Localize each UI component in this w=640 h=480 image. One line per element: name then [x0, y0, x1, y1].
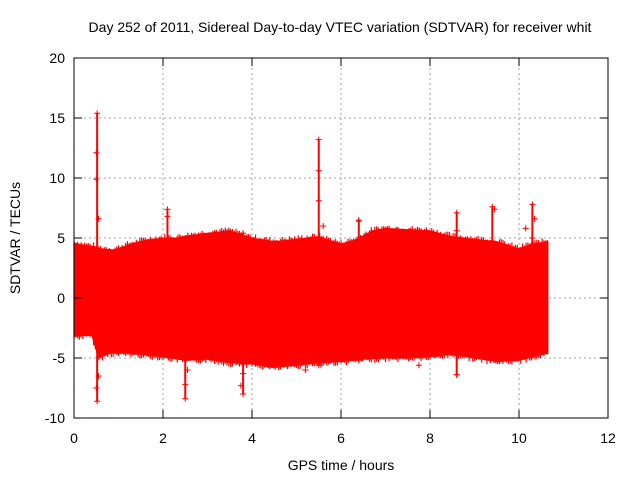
data-point	[95, 373, 102, 379]
data-point	[453, 227, 460, 234]
data-point	[95, 215, 102, 222]
data-point	[315, 136, 322, 143]
x-tick-label: 0	[70, 430, 78, 446]
data-point	[529, 235, 536, 241]
y-tick-label: -10	[45, 410, 65, 426]
data-point	[315, 197, 322, 204]
data-point	[315, 167, 322, 174]
x-axis: 0 2 4 6 8 10 12	[70, 58, 616, 446]
data-point	[320, 223, 327, 229]
data-point	[164, 206, 171, 213]
data-point	[317, 362, 324, 369]
x-tick-label: 6	[337, 430, 345, 446]
x-tick-label: 8	[426, 430, 434, 446]
data-point	[522, 225, 529, 232]
data-point	[240, 391, 247, 397]
data-point	[415, 362, 422, 369]
gridlines	[74, 58, 608, 418]
data-point	[240, 370, 247, 377]
y-axis: -10 -5 0 5 10 15 20	[45, 50, 608, 426]
data-point	[94, 398, 101, 405]
data-point	[94, 110, 101, 117]
y-tick-label: 20	[49, 50, 65, 66]
x-tick-label: 12	[600, 430, 616, 446]
data-point	[164, 213, 171, 220]
data-point	[182, 381, 189, 388]
y-tick-label: 0	[57, 290, 65, 306]
data-point	[182, 395, 189, 402]
chart-title: Day 252 of 2011, Sidereal Day-to-day VTE…	[89, 19, 592, 35]
data-point	[355, 218, 362, 225]
data-point	[237, 382, 244, 389]
data-point	[302, 367, 309, 373]
y-tick-label: 5	[57, 230, 65, 246]
data-point	[93, 385, 100, 391]
x-tick-label: 2	[159, 430, 167, 446]
x-axis-label: GPS time / hours	[288, 457, 395, 473]
data-point	[491, 206, 498, 213]
x-tick-label: 10	[511, 430, 527, 446]
data-point	[93, 149, 100, 156]
data-point	[182, 235, 189, 241]
data-point	[489, 355, 496, 361]
data-point	[531, 215, 538, 222]
data-point	[184, 367, 191, 373]
y-tick-label: 10	[49, 170, 65, 186]
data-point	[355, 357, 362, 364]
data-point	[529, 352, 536, 359]
data-point	[529, 201, 536, 208]
y-axis-label: SDTVAR / TECUs	[7, 182, 23, 294]
data-point	[240, 230, 247, 237]
data-point	[453, 209, 460, 216]
data-series	[73, 110, 549, 405]
y-tick-label: -5	[53, 350, 66, 366]
data-point	[93, 176, 100, 183]
y-tick-label: 15	[49, 110, 65, 126]
data-point	[164, 352, 171, 359]
data-point	[453, 371, 460, 378]
x-tick-label: 4	[248, 430, 256, 446]
